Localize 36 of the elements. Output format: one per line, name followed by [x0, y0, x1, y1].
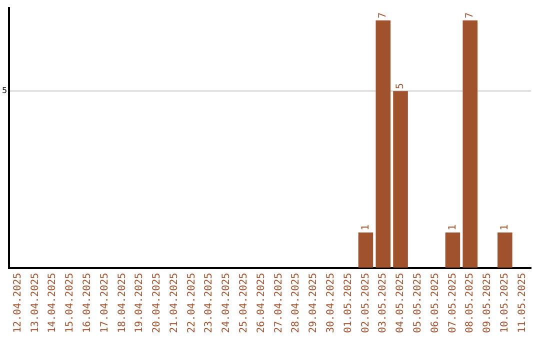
x-tick-label: 30.04.2025 — [326, 272, 337, 334]
x-tick-label: 24.04.2025 — [221, 272, 232, 334]
x-tick-label: 04.05.2025 — [395, 272, 406, 334]
data-label: 7 — [464, 12, 476, 18]
x-tick-label: 14.04.2025 — [47, 272, 58, 334]
x-tick-label: 22.04.2025 — [186, 272, 198, 334]
x-tick-label: 16.04.2025 — [82, 272, 93, 334]
x-tick-label: 07.05.2025 — [447, 272, 458, 334]
x-tick-label: 19.04.2025 — [134, 272, 146, 334]
x-tick-label: 18.04.2025 — [116, 272, 128, 334]
x-tick-label: 11.05.2025 — [516, 272, 528, 334]
x-tick-label: 25.04.2025 — [238, 272, 250, 334]
x-tick-label: 01.05.2025 — [342, 272, 354, 334]
x-tick-label: 10.05.2025 — [500, 272, 510, 334]
x-tick-label: 09.05.2025 — [482, 272, 494, 334]
data-label: 5 — [395, 83, 406, 90]
x-tick-label: 27.04.2025 — [273, 272, 284, 334]
x-tick-label: 13.04.2025 — [30, 272, 41, 334]
x-tick-label: 06.05.2025 — [430, 272, 441, 334]
x-tick-label: 12.04.2025 — [12, 272, 24, 334]
data-label: 7 — [378, 12, 389, 18]
x-tick-label: 20.04.2025 — [152, 272, 163, 334]
x-tick-label: 08.05.2025 — [464, 272, 476, 334]
x-tick-label: 17.04.2025 — [99, 272, 110, 334]
data-label: 1 — [360, 224, 372, 230]
data-label: 1 — [500, 224, 510, 230]
x-tick-label: 03.05.2025 — [378, 272, 389, 334]
x-tick-label: 23.04.2025 — [204, 272, 215, 334]
x-tick-label: 15.04.2025 — [64, 272, 76, 334]
x-tick-label: 02.05.2025 — [360, 272, 372, 334]
x-tick-label: 21.04.2025 — [168, 272, 180, 334]
x-tick-label: 05.05.2025 — [412, 272, 424, 334]
data-label: 1 — [447, 224, 458, 230]
x-tick-label: 26.04.2025 — [256, 272, 267, 334]
x-tick-label: 29.04.2025 — [308, 272, 320, 334]
x-tick-label: 28.04.2025 — [290, 272, 302, 334]
